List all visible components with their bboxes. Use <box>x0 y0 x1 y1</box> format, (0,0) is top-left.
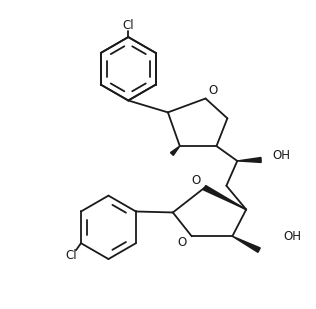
Polygon shape <box>170 146 180 155</box>
Polygon shape <box>232 236 260 252</box>
Text: O: O <box>177 236 186 249</box>
Text: OH: OH <box>284 230 302 243</box>
Polygon shape <box>237 158 261 163</box>
Text: Cl: Cl <box>123 19 134 32</box>
Text: Cl: Cl <box>65 248 77 262</box>
Text: O: O <box>191 174 200 187</box>
Text: O: O <box>209 84 218 97</box>
Text: OH: OH <box>272 150 290 163</box>
Polygon shape <box>204 185 246 210</box>
